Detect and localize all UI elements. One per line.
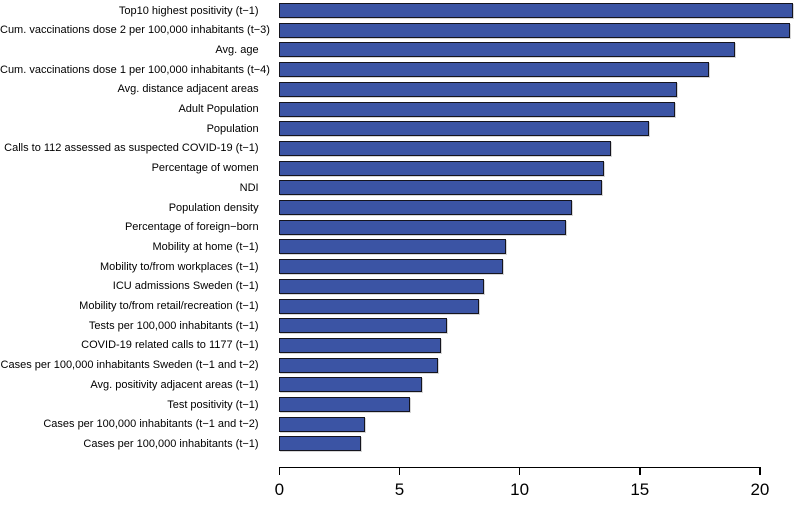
bar-label: Population density	[168, 201, 259, 214]
bar-label: ICU admissions Sweden (t−1)	[112, 280, 259, 293]
bar-label: Mobility to/from retail/recreation (t−1)	[79, 300, 259, 312]
bar-label: COVID-19 related calls to 1177 (t−1)	[81, 339, 259, 352]
bar-label: Cum. vaccinations dose 2 per 100,000 inh…	[0, 24, 270, 37]
x-axis-tick	[639, 466, 641, 475]
bar-label: Avg. positivity adjacent areas (t−1)	[90, 378, 259, 391]
bar	[278, 416, 366, 432]
x-axis-tick-label: 0	[274, 479, 285, 499]
bar	[278, 259, 504, 275]
bar	[278, 160, 605, 176]
bar	[278, 121, 649, 137]
x-axis-tick-label: 10	[510, 479, 530, 499]
x-axis-tick-label: 20	[750, 479, 770, 499]
bar-label: Cases per 100,000 inhabitants (t−1)	[83, 437, 259, 450]
bar-label: Population	[206, 122, 259, 135]
x-axis-tick-label: 5	[394, 479, 405, 499]
x-axis-tick	[759, 466, 761, 475]
bar	[278, 42, 736, 58]
bar-label: Adult Population	[178, 103, 259, 115]
bar-label: Top10 highest positivity (t−1)	[118, 4, 259, 17]
bar-label: Mobility to/from workplaces (t−1)	[99, 260, 259, 273]
bar	[278, 22, 791, 38]
bar	[278, 298, 480, 314]
bar-label: Tests per 100,000 inhabitants (t−1)	[88, 319, 259, 332]
bar-label: Cum. vaccinations dose 1 per 100,000 inh…	[0, 63, 270, 76]
bar	[278, 62, 709, 78]
bar-label: Mobility at home (t−1)	[152, 240, 259, 253]
x-axis-tick-label: 15	[630, 479, 650, 499]
bar	[278, 3, 793, 18]
bar-label: Percentage of foreign−born	[124, 221, 259, 234]
bar	[278, 436, 362, 452]
bar	[278, 318, 447, 334]
bar	[278, 140, 612, 156]
bar	[278, 377, 422, 393]
bar-label: Cases per 100,000 inhabitants Sweden (t−…	[0, 359, 259, 372]
bar-label: Calls to 112 assessed as suspected COVID…	[4, 142, 259, 155]
x-axis-tick	[518, 466, 521, 475]
bar-label: Avg. distance adjacent areas	[117, 83, 259, 96]
bar-label: Cases per 100,000 inhabitants (t−1 and t…	[43, 418, 259, 431]
bar	[278, 81, 678, 97]
bar	[278, 397, 410, 412]
bar	[278, 278, 485, 294]
bar-label: Percentage of women	[151, 162, 259, 175]
bar	[278, 239, 506, 255]
bar-label: Test positivity (t−1)	[167, 398, 259, 411]
bar	[278, 357, 439, 373]
x-axis-tick	[278, 466, 281, 475]
bar	[278, 219, 566, 235]
x-axis-tick	[398, 466, 401, 475]
bar	[278, 337, 441, 353]
bar-label: NDI	[239, 181, 259, 194]
bar	[278, 101, 676, 117]
bar	[278, 180, 602, 196]
bar	[278, 200, 572, 215]
bar-label: Avg. age	[215, 43, 259, 56]
